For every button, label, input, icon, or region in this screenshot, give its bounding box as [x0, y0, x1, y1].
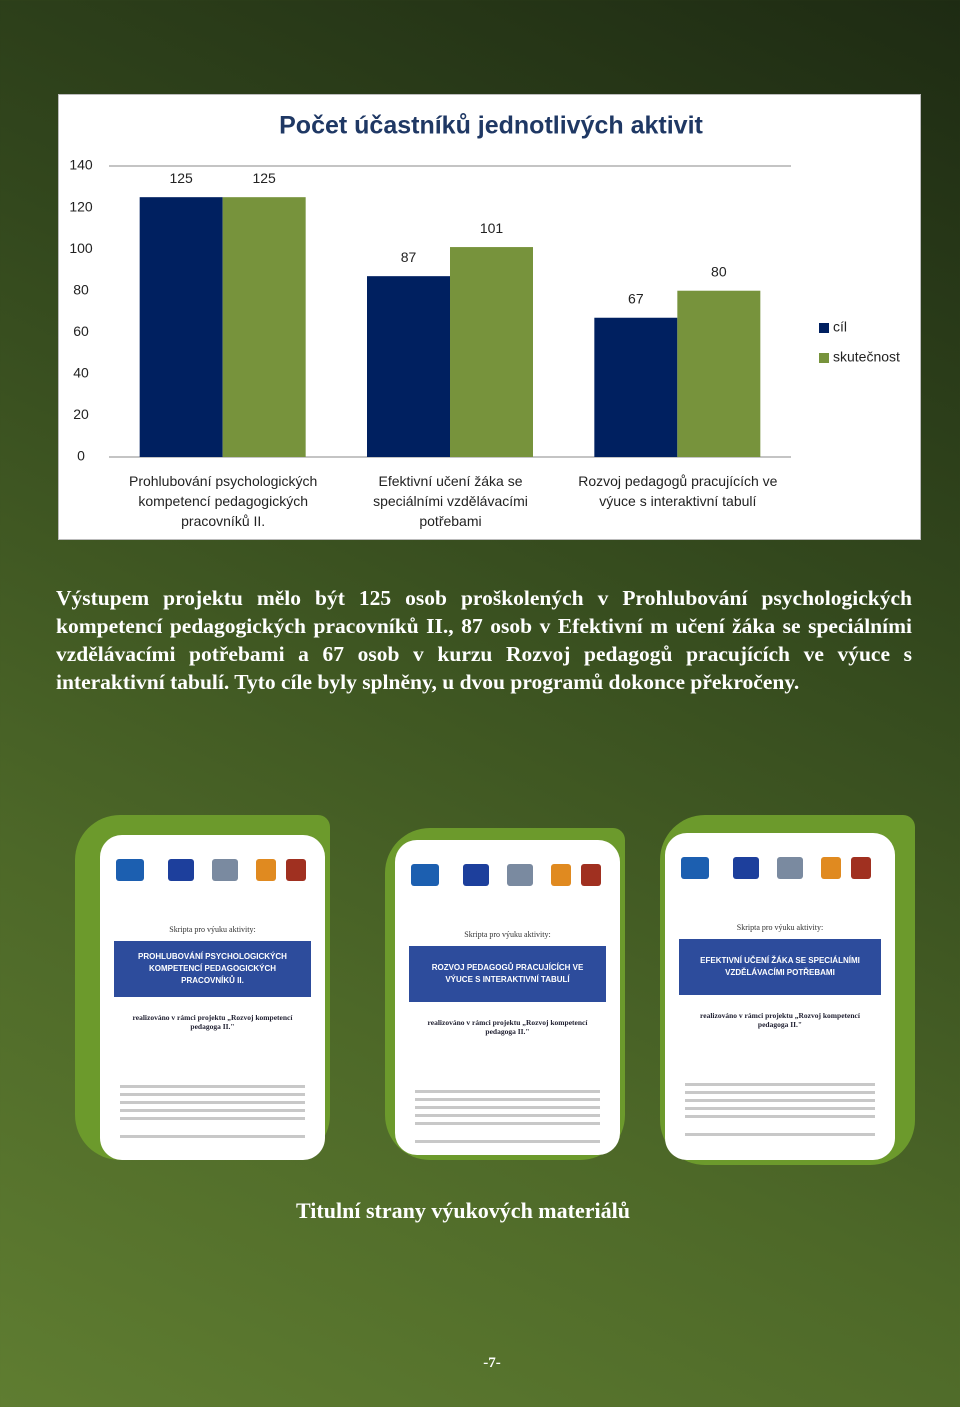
logo [286, 859, 306, 881]
cover-project: realizováno v rámci projektu „Rozvoj kom… [132, 1013, 293, 1031]
fine-print [415, 1122, 600, 1125]
cover-card: Skripta pro výuku aktivity: EFEKTIVNÍ UČE… [665, 833, 895, 1160]
logo [821, 857, 841, 879]
logo [168, 859, 194, 881]
page-number: -7- [483, 1355, 501, 1371]
fine-print [685, 1099, 875, 1102]
cover-heading: Skripta pro výuku aktivity: [736, 923, 824, 932]
logo [777, 857, 803, 879]
logo [681, 857, 709, 879]
bar [594, 317, 678, 457]
y-tick-label: 0 [77, 448, 85, 464]
y-tick-label: 20 [73, 406, 89, 422]
data-label: 125 [169, 170, 193, 186]
logo [463, 864, 489, 886]
cover-heading: Skripta pro výuku aktivity: [464, 930, 551, 939]
y-tick-label: 60 [73, 323, 89, 339]
bar [222, 197, 306, 457]
logo [212, 859, 238, 881]
cover-heading: Skripta pro výuku aktivity: [169, 925, 256, 934]
body-text: Výstupem projektu mělo být 125 osob proš… [56, 586, 912, 694]
legend-label: cíl [833, 319, 847, 335]
fine-print [120, 1109, 305, 1112]
fine-print [685, 1115, 875, 1118]
y-tick-label: 120 [69, 198, 93, 214]
data-label: 87 [401, 249, 417, 265]
fine-print [415, 1090, 600, 1093]
chart-title: Počet účastníků jednotlivých aktivit [279, 112, 703, 140]
logo [507, 864, 533, 886]
legend-swatch [819, 323, 829, 333]
cover-title: PROHLUBOVÁNÍ PSYCHOLOGICKÝCH KOMPETENCÍ … [114, 941, 311, 997]
fine-print [120, 1117, 305, 1120]
fine-print [120, 1135, 305, 1138]
logo [256, 859, 276, 881]
fine-print [415, 1098, 600, 1101]
fine-print [685, 1107, 875, 1110]
legend-label: skutečnost [833, 349, 900, 365]
x-tick-label: Prohlubování psychologických kompetencí … [128, 473, 318, 529]
y-tick-label: 100 [69, 240, 93, 256]
fine-print [685, 1091, 875, 1094]
fine-print [685, 1083, 875, 1086]
fine-print [415, 1114, 600, 1117]
cover-project: realizováno v rámci projektu „Rozvoj kom… [427, 1018, 588, 1036]
cover-project: realizováno v rámci projektu „Rozvoj kom… [700, 1011, 860, 1029]
cover-title: EFEKTIVNÍ UČENÍ ŽÁKA SE SPECIÁLNÍMI VZDĚ… [679, 939, 881, 995]
cover-title: ROZVOJ PEDAGOGŮ PRACUJÍCÍCH VE VÝUCE S I… [409, 946, 606, 1002]
fine-print [120, 1085, 305, 1088]
fine-print [415, 1106, 600, 1109]
logo [116, 859, 144, 881]
data-label: 125 [252, 170, 276, 186]
fine-print [120, 1093, 305, 1096]
data-label: 67 [628, 290, 644, 306]
x-tick-label: Efektivní učení žáka se speciálními vzdě… [373, 473, 528, 529]
y-tick-label: 80 [73, 281, 89, 297]
cover-card: Skripta pro výuku aktivity: ROZVOJ PEDAGO… [395, 840, 620, 1155]
cover-card: Skripta pro výuku aktivity: PROHLUBOVÁNÍ … [100, 835, 325, 1160]
y-tick-label: 40 [73, 365, 89, 381]
fine-print [120, 1101, 305, 1104]
logo [851, 857, 871, 879]
bar [139, 197, 223, 457]
logo [551, 864, 571, 886]
cover-logos [681, 855, 871, 885]
cover-logos [411, 862, 601, 892]
x-tick-label: Rozvoj pedagogů pracujících ve výuce s i… [578, 473, 778, 509]
y-tick-label: 140 [69, 157, 93, 173]
legend-swatch [819, 353, 829, 363]
bar [450, 247, 533, 457]
bar [367, 276, 450, 457]
fine-print [685, 1133, 875, 1136]
logo [733, 857, 759, 879]
fine-print [415, 1140, 600, 1143]
chart-panel: Počet účastníků jednotlivých aktivit 0 20… [58, 94, 921, 540]
data-label: 101 [480, 220, 504, 236]
logo [411, 864, 439, 886]
data-label: 80 [711, 263, 727, 279]
bar [677, 290, 761, 457]
logo [581, 864, 601, 886]
caption: Titulní strany výukových materiálů [296, 1198, 630, 1223]
chart: Počet účastníků jednotlivých aktivit 0 20… [69, 112, 900, 464]
cover-logos [116, 857, 306, 887]
